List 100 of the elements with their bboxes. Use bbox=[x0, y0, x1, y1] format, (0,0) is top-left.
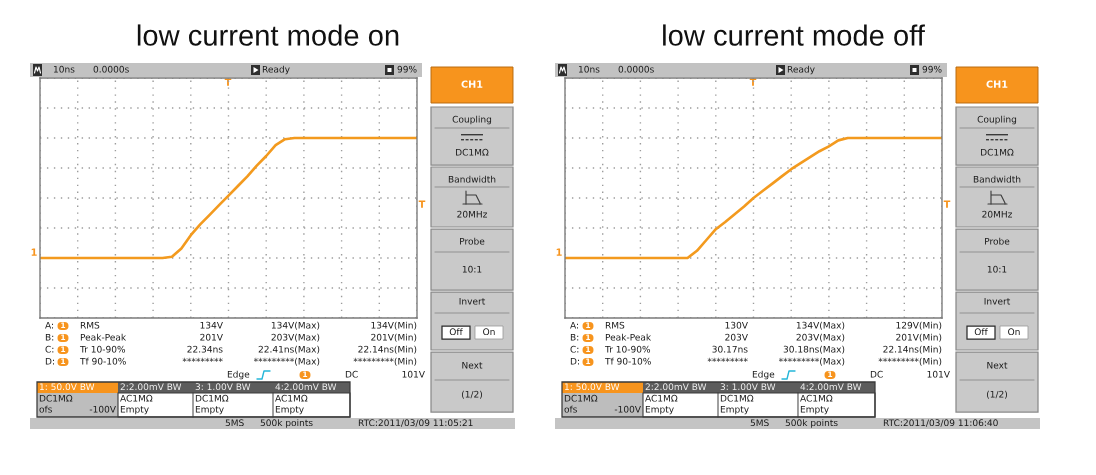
text: Edge bbox=[752, 370, 775, 380]
text: 203V bbox=[725, 333, 748, 341]
text: Empty bbox=[645, 405, 674, 415]
text: ofs bbox=[564, 405, 577, 413]
text: DC1MΩ bbox=[456, 148, 489, 156]
text: Bandwidth bbox=[448, 175, 496, 183]
text: 20MHz bbox=[457, 210, 488, 218]
text: 201V bbox=[200, 333, 223, 341]
text: ********* bbox=[182, 357, 223, 362]
chart-title: low current mode off bbox=[663, 24, 925, 46]
text: 10ns bbox=[53, 65, 75, 73]
text: Invert bbox=[459, 297, 486, 305]
text: 5MS bbox=[225, 419, 244, 427]
text: 3: 1.00V BW bbox=[195, 383, 251, 391]
text: D: bbox=[570, 357, 579, 365]
text: A: bbox=[570, 321, 579, 329]
text: A: bbox=[45, 321, 54, 329]
text: Coupling bbox=[977, 115, 1017, 125]
text: Peak-Peak bbox=[605, 333, 652, 341]
text: 4:2.00mV BW bbox=[275, 383, 337, 391]
text: C: bbox=[570, 345, 579, 353]
text: Empty bbox=[120, 405, 149, 415]
text: DC1MΩ bbox=[564, 394, 598, 402]
text: 203V(Max) bbox=[271, 333, 320, 342]
text: Peak-Peak bbox=[80, 333, 127, 341]
text: Empty bbox=[720, 405, 749, 415]
text: 101V bbox=[927, 370, 950, 378]
text: 99% bbox=[922, 65, 942, 73]
text: DC bbox=[870, 370, 883, 378]
text: *********(Max) bbox=[253, 357, 320, 366]
text: 134V(Max) bbox=[796, 321, 845, 330]
text: 3: 1.00V BW bbox=[720, 383, 776, 391]
text: 10:1 bbox=[987, 265, 1007, 273]
text: Ready bbox=[262, 65, 290, 75]
text: DC1MΩ bbox=[720, 394, 754, 402]
text: 203V(Max) bbox=[796, 333, 845, 342]
text: 1 bbox=[556, 248, 562, 256]
text: Ready bbox=[787, 65, 815, 75]
text: 1 bbox=[31, 248, 37, 256]
text: (1/2) bbox=[461, 390, 483, 399]
text: C: bbox=[45, 345, 54, 353]
text: 134V bbox=[200, 321, 223, 329]
text: Bandwidth bbox=[973, 175, 1021, 183]
text: B: bbox=[570, 333, 579, 341]
text: 500k points bbox=[785, 419, 838, 428]
text: -100V bbox=[614, 405, 641, 413]
text: 0.0000s bbox=[93, 65, 129, 73]
text: 5MS bbox=[750, 419, 769, 427]
text: 10:1 bbox=[462, 265, 482, 273]
text: 10ns bbox=[578, 65, 600, 73]
text: Empty bbox=[275, 405, 304, 415]
text: 0.0000s bbox=[618, 65, 654, 73]
text: 4:2.00mV BW bbox=[800, 383, 862, 391]
text: 22.41ns(Max) bbox=[258, 345, 320, 354]
text: 22.34ns bbox=[187, 345, 223, 353]
text: *********(Min) bbox=[878, 357, 942, 366]
text: T bbox=[418, 200, 426, 208]
text: Coupling bbox=[452, 115, 492, 125]
text: DC1MΩ bbox=[195, 394, 229, 402]
text: 129V(Min) bbox=[896, 321, 942, 330]
text: 1: 50.0V BW bbox=[564, 383, 620, 391]
text: AC1MΩ bbox=[120, 394, 153, 402]
text: RMS bbox=[80, 321, 100, 329]
text: 500k points bbox=[260, 419, 313, 428]
text: (1/2) bbox=[986, 390, 1008, 399]
text: Probe bbox=[460, 237, 485, 245]
text: DC1MΩ bbox=[981, 148, 1014, 156]
text: 130V bbox=[725, 321, 748, 329]
text: Tf 90-10% bbox=[604, 357, 651, 365]
text: T bbox=[749, 78, 757, 86]
text: Next bbox=[987, 361, 1008, 369]
text: Next bbox=[462, 361, 483, 369]
text: On bbox=[1008, 328, 1020, 336]
text: CH1 bbox=[461, 80, 483, 88]
text: 30.18ns(Max) bbox=[783, 345, 845, 354]
text: 101V bbox=[402, 370, 425, 378]
text: Empty bbox=[195, 405, 224, 415]
text: DC bbox=[345, 370, 358, 378]
text: RMS bbox=[605, 321, 625, 329]
text: AC1MΩ bbox=[275, 394, 308, 402]
text: DC1MΩ bbox=[39, 394, 73, 402]
text: 134V(Min) bbox=[371, 321, 417, 330]
text: Tf 90-10% bbox=[79, 357, 126, 365]
text: 2:2.00mV BW bbox=[120, 383, 182, 391]
text: On bbox=[483, 328, 495, 336]
text: RTC:2011/03/09 11:06:40 bbox=[883, 419, 998, 427]
text: 30.17ns bbox=[712, 345, 748, 353]
text: 201V(Min) bbox=[371, 333, 417, 342]
text: D: bbox=[45, 357, 54, 365]
text: CH1 bbox=[986, 80, 1008, 88]
text: 99% bbox=[397, 65, 417, 73]
text: 20MHz bbox=[982, 210, 1013, 218]
text: T bbox=[943, 200, 951, 208]
text: ofs bbox=[39, 405, 52, 413]
text: 22.14ns(Min) bbox=[358, 345, 417, 354]
text: Off bbox=[449, 328, 463, 336]
text: *********(Max) bbox=[778, 357, 845, 366]
text: 2:2.00mV BW bbox=[645, 383, 707, 391]
text: Tr 10-90% bbox=[604, 345, 651, 353]
text: AC1MΩ bbox=[800, 394, 833, 402]
